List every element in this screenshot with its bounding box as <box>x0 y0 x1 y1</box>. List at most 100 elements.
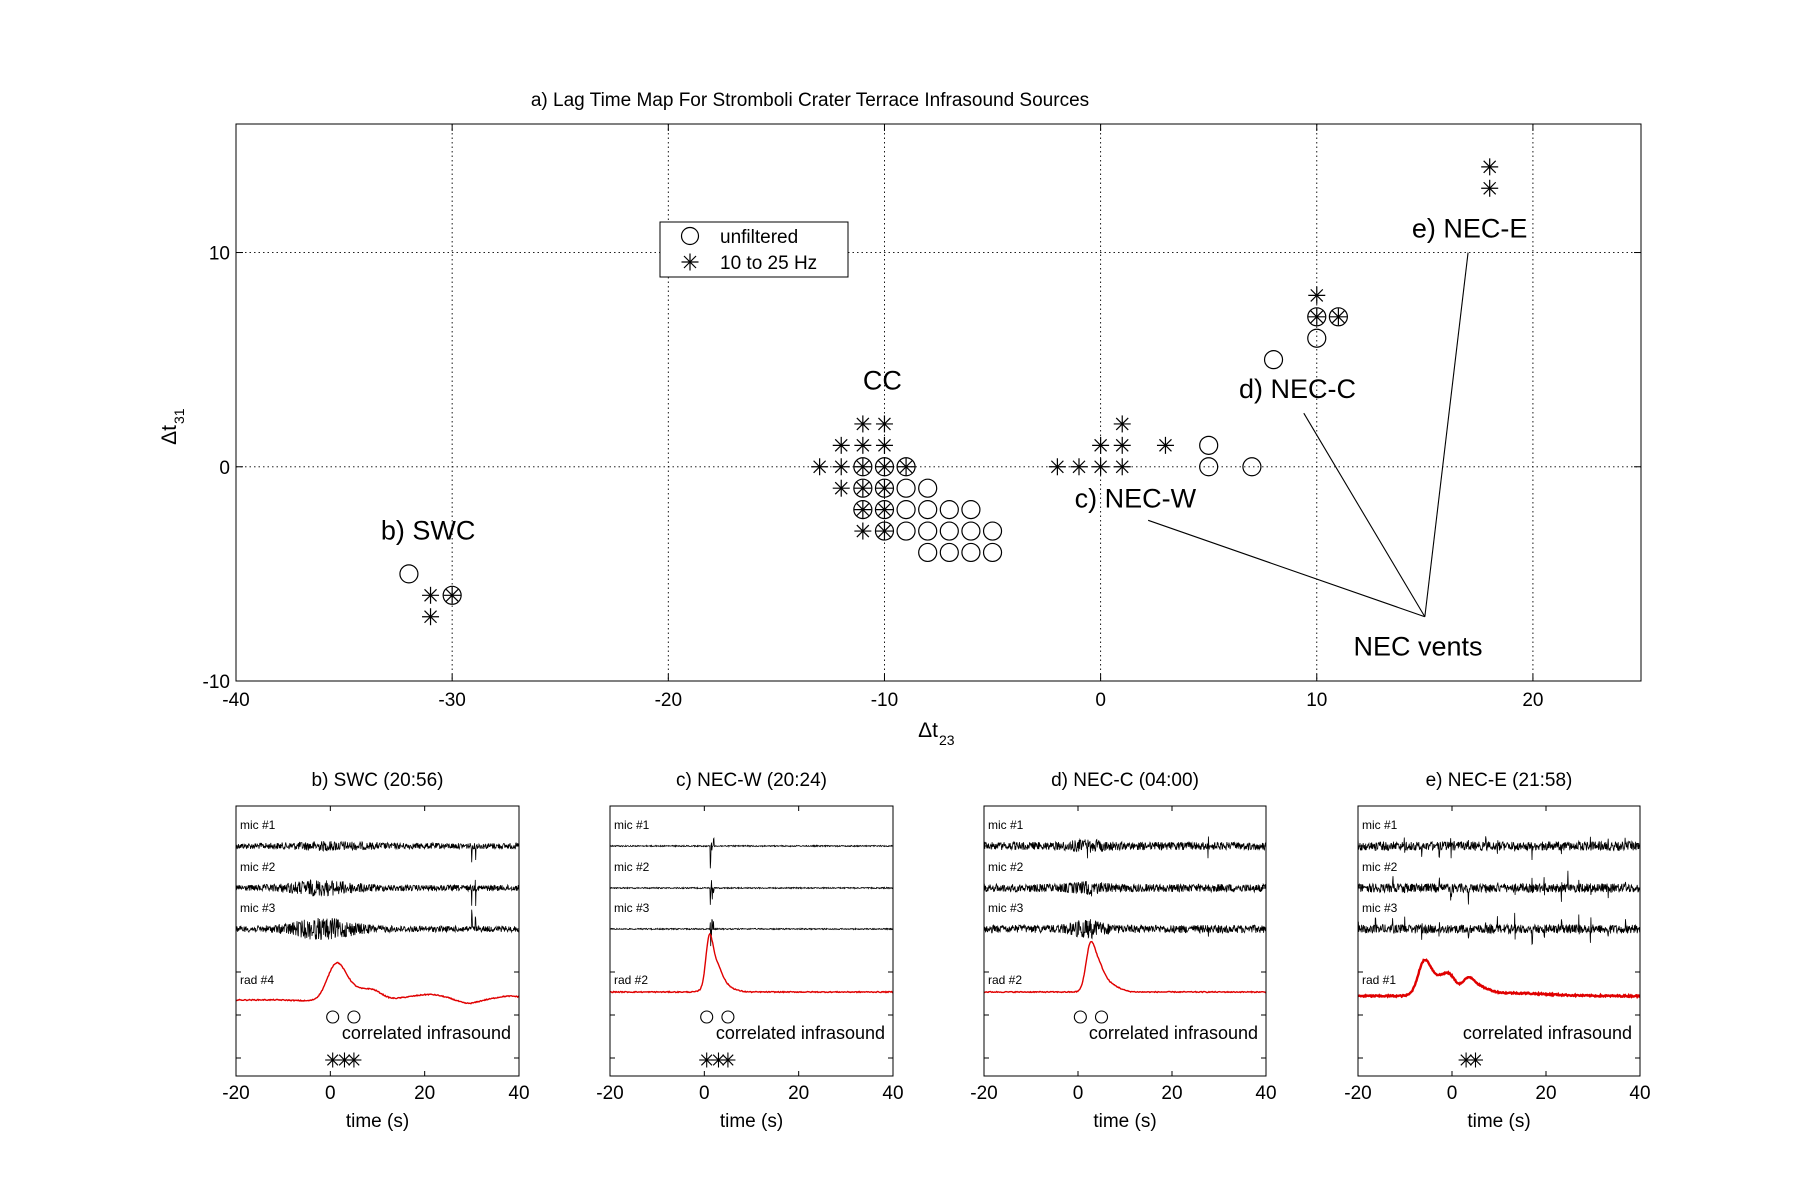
radiometer-trace <box>1358 958 1640 1000</box>
trace-label: rad #2 <box>614 973 648 987</box>
trace-label: mic #2 <box>988 860 1024 874</box>
trace-label: mic #3 <box>988 901 1024 915</box>
bandpass-point <box>1070 458 1088 476</box>
x-tick-label: -10 <box>871 690 898 711</box>
mic-trace <box>1358 912 1640 946</box>
unfiltered-markers <box>399 307 1348 605</box>
unfiltered-point <box>874 500 895 520</box>
lag-circle-marker <box>700 1010 714 1024</box>
x-axis-label: Δt <box>918 719 938 742</box>
waveform-panel-1: b) SWC (20:56) mic #1 mic #2 mic #3 rad #4 co… <box>222 770 529 1132</box>
bandpass-point <box>875 436 893 454</box>
bandpass-point <box>422 608 440 626</box>
unfiltered-point <box>982 521 1003 541</box>
bandpass-point <box>443 586 461 604</box>
trace-label: rad #1 <box>1362 973 1396 987</box>
legend-label-unfiltered: unfiltered <box>720 227 798 248</box>
waveform-panels: b) SWC (20:56) mic #1 mic #2 mic #3 rad #4 co… <box>222 770 1650 1132</box>
panel-title: c) NEC-W (20:24) <box>676 770 827 791</box>
panel-frame <box>983 805 1267 1077</box>
mic-trace <box>236 909 519 940</box>
lag-circle-marker <box>1073 1010 1087 1024</box>
mic-trace <box>236 878 519 907</box>
bandpass-point <box>875 415 893 433</box>
panel-x-tick-label: 0 <box>325 1083 336 1104</box>
bandpass-point <box>1481 179 1499 197</box>
bandpass-point <box>1092 458 1110 476</box>
panel-x-axis-label: time (s) <box>346 1111 409 1132</box>
lag-circle-marker <box>326 1010 340 1024</box>
unfiltered-point <box>874 478 895 498</box>
annotation-0: b) SWC <box>381 516 476 546</box>
bandpass-point <box>832 479 850 497</box>
radiometer-trace <box>236 961 519 1005</box>
mic-trace <box>236 840 519 863</box>
panel-frame <box>609 805 894 1077</box>
lag-circle-marker <box>1094 1010 1109 1024</box>
mic-trace <box>610 919 893 947</box>
correlated-caption: correlated infrasound <box>716 1023 885 1043</box>
bandpass-markers <box>422 158 1499 626</box>
legend-circle-marker <box>680 226 700 246</box>
panel-x-tick-label: 20 <box>1535 1083 1556 1104</box>
bandpass-point <box>854 479 872 497</box>
radiometer-trace <box>610 932 893 994</box>
bandpass-point <box>875 522 893 540</box>
bandpass-point <box>1113 436 1131 454</box>
trace-label: mic #1 <box>614 818 650 832</box>
annotation-5: NEC vents <box>1354 631 1483 661</box>
bandpass-point <box>832 436 850 454</box>
unfiltered-point <box>918 542 938 563</box>
mic-trace <box>984 881 1266 897</box>
annotation-1: CC <box>863 366 902 396</box>
bandpass-point <box>897 458 915 476</box>
unfiltered-point <box>874 521 895 541</box>
unfiltered-point <box>1307 328 1327 348</box>
trace-label: mic #3 <box>240 901 276 915</box>
panel-traces <box>984 836 1266 994</box>
bandpass-point <box>1329 308 1347 326</box>
source-annotations: b) SWC CC c) NEC-W d) NEC-C e) NEC-E NEC vent… <box>381 214 1528 662</box>
unfiltered-point <box>961 521 981 541</box>
x-tick-label: -40 <box>222 690 249 711</box>
bandpass-point <box>1048 458 1066 476</box>
leader-line <box>1147 519 1426 618</box>
unfiltered-point <box>982 542 1003 563</box>
bandpass-point <box>811 458 829 476</box>
panel-x-axis-label: time (s) <box>1467 1111 1530 1132</box>
legend-asterisk-glyph <box>681 253 699 271</box>
panel-x-tick-label: -20 <box>1344 1083 1371 1104</box>
bandpass-point <box>1113 458 1131 476</box>
unfiltered-point <box>399 564 419 584</box>
unfiltered-point <box>939 542 959 563</box>
waveform-panel-3: d) NEC-C (04:00) mic #1 mic #2 mic #3 rad #2… <box>970 770 1276 1132</box>
unfiltered-point <box>1307 307 1327 327</box>
unfiltered-point <box>1263 350 1284 370</box>
panel-x-tick-label: 0 <box>1447 1083 1458 1104</box>
bandpass-point <box>875 458 893 476</box>
unfiltered-point <box>939 521 959 541</box>
correlated-caption: correlated infrasound <box>1463 1023 1632 1043</box>
trace-label: rad #2 <box>988 973 1022 987</box>
unfiltered-point <box>918 500 938 520</box>
mic-trace <box>1358 836 1640 861</box>
x-tick-label: -30 <box>438 690 465 711</box>
lag-time-map: a) Lag Time Map For Stromboli Crater Ter… <box>158 90 1642 748</box>
x-tick-label: 20 <box>1522 690 1543 711</box>
waveform-panel-4: e) NEC-E (21:58) mic #1 mic #2 mic #3 rad #1… <box>1344 770 1650 1132</box>
bandpass-point <box>854 522 872 540</box>
bandpass-point <box>1156 436 1174 454</box>
bandpass-point <box>854 436 872 454</box>
main-chart-title: a) Lag Time Map For Stromboli Crater Ter… <box>531 90 1089 111</box>
unfiltered-point <box>896 457 916 477</box>
y-tick-label: -10 <box>203 672 230 693</box>
bandpass-point <box>1308 308 1326 326</box>
unfiltered-point <box>853 457 873 477</box>
lag-asterisk-marker <box>710 1052 726 1068</box>
waveform-panel-2: c) NEC-W (20:24) mic #1 mic #2 mic #3 rad #2… <box>596 770 903 1132</box>
x-tick-label: 10 <box>1306 690 1327 711</box>
bandpass-point <box>1481 158 1499 176</box>
x-axis-label-main: Δt <box>918 719 938 742</box>
bandpass-point <box>832 458 850 476</box>
